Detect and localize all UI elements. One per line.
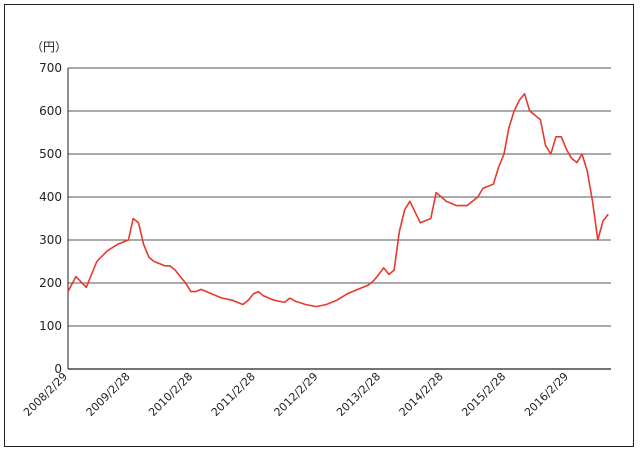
y-tick-label: 200	[39, 276, 62, 290]
y-unit-label: （円）	[31, 40, 67, 54]
y-tick-label: 700	[39, 61, 62, 75]
y-tick-label: 500	[39, 147, 62, 161]
x-tick-label: 2015/2/28	[459, 370, 508, 419]
y-tick-label: 100	[39, 319, 62, 333]
y-tick-label: 300	[39, 233, 62, 247]
x-tick-label: 2014/2/28	[397, 370, 446, 419]
x-tick-label: 2010/2/28	[146, 370, 195, 419]
x-tick-label: 2016/2/29	[522, 370, 571, 419]
y-tick-labels: 0 100 200 300 400 500 600 700	[39, 61, 62, 376]
x-tick-label: 2011/2/28	[209, 370, 258, 419]
x-tick-label: 2008/2/29	[21, 370, 70, 419]
line-chart: （円） 0 100 200 300 400 500 600 700 2008/2/29 2009…	[21, 40, 611, 419]
x-tick-label: 2012/2/29	[272, 370, 321, 419]
x-tick-label: 2009/2/28	[84, 370, 133, 419]
gridlines	[67, 67, 611, 370]
y-tick-label: 600	[39, 104, 62, 118]
y-tick-label: 0	[54, 362, 62, 376]
chart-frame: （円） 0 100 200 300 400 500 600 700 2008/2/29 2009…	[4, 4, 634, 447]
y-tick-label: 400	[39, 190, 62, 204]
price-series-line	[67, 93, 609, 308]
x-tick-labels: 2008/2/29 2009/2/28 2010/2/28 2011/2/28 2012…	[21, 370, 571, 419]
x-tick-label: 2013/2/28	[334, 370, 383, 419]
